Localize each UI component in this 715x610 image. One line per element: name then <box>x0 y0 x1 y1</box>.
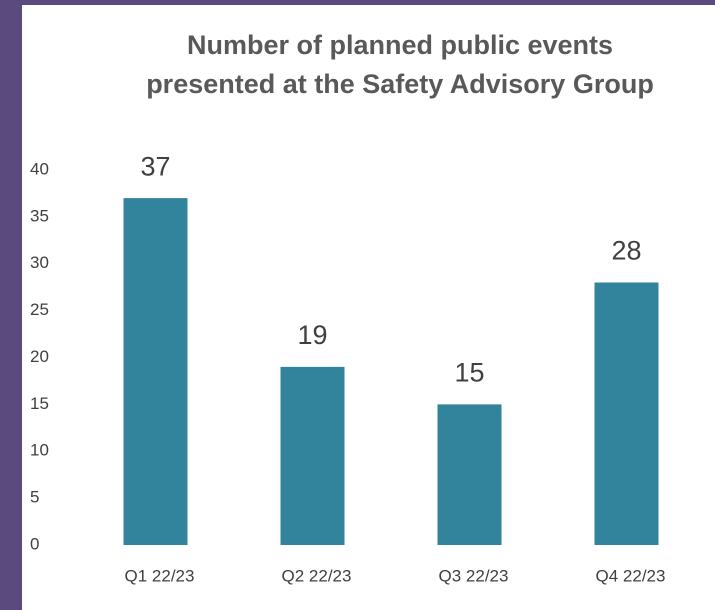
x-tick-label: Q3 22/23 <box>439 566 509 585</box>
y-tick-label: 40 <box>30 159 49 178</box>
x-tick-label: Q1 22/23 <box>125 566 195 585</box>
x-tick-label: Q2 22/23 <box>282 566 352 585</box>
bar <box>280 366 345 545</box>
y-tick-label: 20 <box>30 347 49 366</box>
y-tick-label: 0 <box>30 534 39 553</box>
data-label: 28 <box>611 236 641 266</box>
y-tick-label: 5 <box>30 488 39 507</box>
bar <box>594 282 659 545</box>
bar <box>437 404 502 545</box>
y-tick-label: 25 <box>30 300 49 319</box>
bar <box>123 198 188 545</box>
y-tick-label: 10 <box>30 441 49 460</box>
data-label: 19 <box>297 320 327 350</box>
data-label: 37 <box>140 151 170 181</box>
y-tick-label: 30 <box>30 253 49 272</box>
x-tick-label: Q4 22/23 <box>596 566 666 585</box>
data-label: 15 <box>454 358 484 388</box>
y-tick-label: 15 <box>30 394 49 413</box>
y-tick-label: 35 <box>30 206 49 225</box>
chart-title: Number of planned public events presente… <box>146 30 654 99</box>
